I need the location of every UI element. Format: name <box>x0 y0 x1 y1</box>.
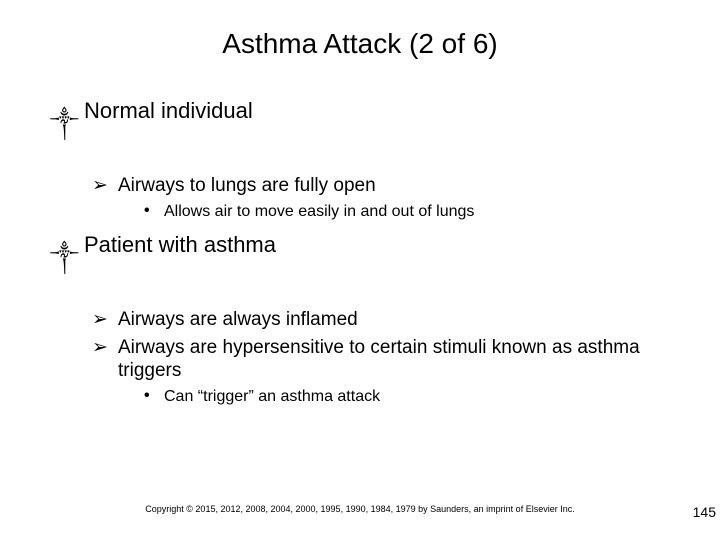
bullet-level2: ➢ Airways are always inflamed <box>92 308 670 332</box>
dot-bullet-icon: • <box>144 387 164 407</box>
level1-text: Patient with asthma <box>84 232 276 257</box>
level3-text: Can “trigger” an asthma attack <box>164 387 670 407</box>
slide-content: Asthma Attack (2 of 6) ༒Normal individua… <box>0 0 720 407</box>
dot-bullet-icon: • <box>144 202 164 222</box>
bullet-level1: ༒Normal individual <box>50 98 670 160</box>
level3-text: Allows air to move easily in and out of … <box>164 202 670 222</box>
arrow-bullet-icon: ➢ <box>92 174 118 198</box>
bullet-level3: • Can “trigger” an asthma attack <box>144 387 670 407</box>
level2-text: Airways are hypersensitive to certain st… <box>118 336 670 384</box>
level1-text: Normal individual <box>84 98 253 123</box>
bullet-level1: ༒Patient with asthma <box>50 232 670 294</box>
arrow-bullet-icon: ➢ <box>92 308 118 332</box>
page-number: 145 <box>693 504 716 520</box>
bullet-level3: • Allows air to move easily in and out o… <box>144 202 670 222</box>
bullet-level2: ➢ Airways are hypersensitive to certain … <box>92 336 670 384</box>
bullet-level2: ➢ Airways to lungs are fully open <box>92 174 670 198</box>
level2-text: Airways are always inflamed <box>118 308 670 332</box>
arrow-bullet-icon: ➢ <box>92 336 118 384</box>
slide-title: Asthma Attack (2 of 6) <box>50 28 670 60</box>
copyright-text: Copyright © 2015, 2012, 2008, 2004, 2000… <box>0 504 720 514</box>
curly-bullet-icon: ༒ <box>50 98 84 160</box>
curly-bullet-icon: ༒ <box>50 232 84 294</box>
level2-text: Airways to lungs are fully open <box>118 174 670 198</box>
